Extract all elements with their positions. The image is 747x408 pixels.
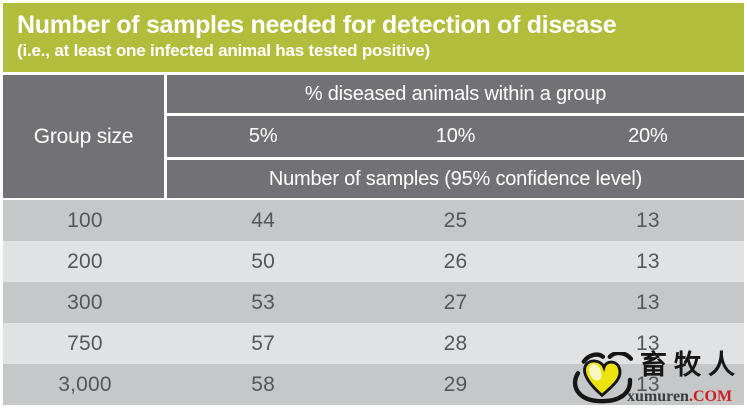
group-size-cell: 3,000 bbox=[58, 372, 112, 396]
samples-cell: 26 bbox=[443, 249, 468, 273]
percent-col-header-5: 5% bbox=[167, 116, 360, 157]
table-body: 100 44 25 13 200 50 26 13 300 53 27 13 7… bbox=[3, 200, 744, 405]
percent-col-header-10: 10% bbox=[359, 116, 552, 157]
table-row: 3,000 58 29 13 bbox=[3, 364, 744, 405]
samples-cell: 53 bbox=[251, 290, 276, 314]
samples-cell: 50 bbox=[251, 249, 276, 273]
table-row: 300 53 27 13 bbox=[3, 282, 744, 323]
samples-cell: 25 bbox=[443, 208, 468, 232]
group-size-cell: 100 bbox=[67, 208, 103, 232]
samples-cell: 13 bbox=[635, 249, 660, 273]
samples-cell: 57 bbox=[251, 331, 276, 355]
table-header: Group size % diseased animals within a g… bbox=[3, 75, 744, 198]
table-row: 750 57 28 13 bbox=[3, 323, 744, 364]
group-size-cell: 300 bbox=[67, 290, 103, 314]
samples-cell: 58 bbox=[251, 372, 276, 396]
percent-columns-row: 5% 10% 20% bbox=[167, 116, 744, 157]
figure-subtitle: (i.e., at least one infected animal has … bbox=[17, 41, 430, 60]
percent-col-header-20: 20% bbox=[551, 116, 744, 157]
figure-title: Number of samples needed for detection o… bbox=[17, 11, 617, 39]
samples-cell: 13 bbox=[635, 290, 660, 314]
table-row: 200 50 26 13 bbox=[3, 241, 744, 282]
samples-cell: 27 bbox=[443, 290, 468, 314]
group-size-header-cell: Group size bbox=[3, 75, 164, 198]
diseased-percent-header-cell: % diseased animals within a group bbox=[167, 75, 744, 113]
table-row: 100 44 25 13 bbox=[3, 200, 744, 241]
samples-cell: 13 bbox=[635, 208, 660, 232]
group-size-cell: 750 bbox=[67, 331, 103, 355]
samples-cell: 13 bbox=[635, 372, 660, 396]
samples-cell: 28 bbox=[443, 331, 468, 355]
group-size-cell: 200 bbox=[67, 249, 103, 273]
samples-cell: 44 bbox=[251, 208, 276, 232]
samples-cell: 29 bbox=[443, 372, 468, 396]
samples-confidence-header-cell: Number of samples (95% confidence level) bbox=[167, 160, 744, 198]
samples-cell: 13 bbox=[635, 331, 660, 355]
title-banner: Number of samples needed for detection o… bbox=[3, 3, 744, 72]
table-header-right: % diseased animals within a group 5% 10%… bbox=[167, 75, 744, 198]
